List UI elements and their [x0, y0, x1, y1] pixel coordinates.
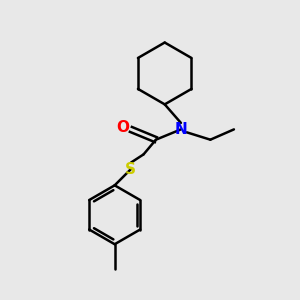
Text: N: N — [175, 122, 187, 137]
Text: O: O — [116, 120, 129, 135]
Text: S: S — [125, 162, 136, 177]
